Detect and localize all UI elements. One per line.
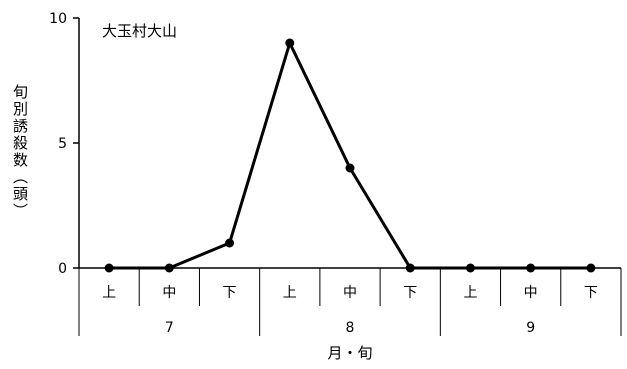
data-point: [526, 263, 536, 273]
data-point: [285, 38, 295, 48]
data-point: [586, 263, 596, 273]
y-tick-label: 5: [58, 136, 67, 152]
series-line: [109, 38, 591, 270]
month-label: 9: [526, 320, 535, 336]
period-label: 中: [524, 285, 538, 301]
data-point: [104, 263, 114, 273]
month-label: 8: [346, 320, 355, 336]
period-label: 上: [102, 285, 116, 301]
data-point: [465, 263, 475, 273]
period-label: 下: [403, 285, 417, 301]
data-point: [164, 263, 174, 273]
period-label: 下: [223, 285, 237, 301]
period-label: 下: [584, 285, 598, 301]
chart-title: 大玉村大山: [102, 22, 177, 40]
y-tick-label: 10: [49, 11, 67, 27]
period-label: 上: [463, 285, 477, 301]
month-label: 7: [165, 320, 174, 336]
period-label: 中: [343, 285, 357, 301]
x-axis-label: 月・旬: [327, 344, 372, 362]
data-point: [345, 163, 355, 173]
y-tick-label: 0: [58, 261, 67, 277]
data-point: [405, 263, 415, 273]
period-label: 上: [283, 285, 297, 301]
period-label: 中: [162, 285, 176, 301]
y-axis-label: 旬別誘殺数（頭）: [11, 84, 29, 220]
data-point: [225, 238, 235, 248]
